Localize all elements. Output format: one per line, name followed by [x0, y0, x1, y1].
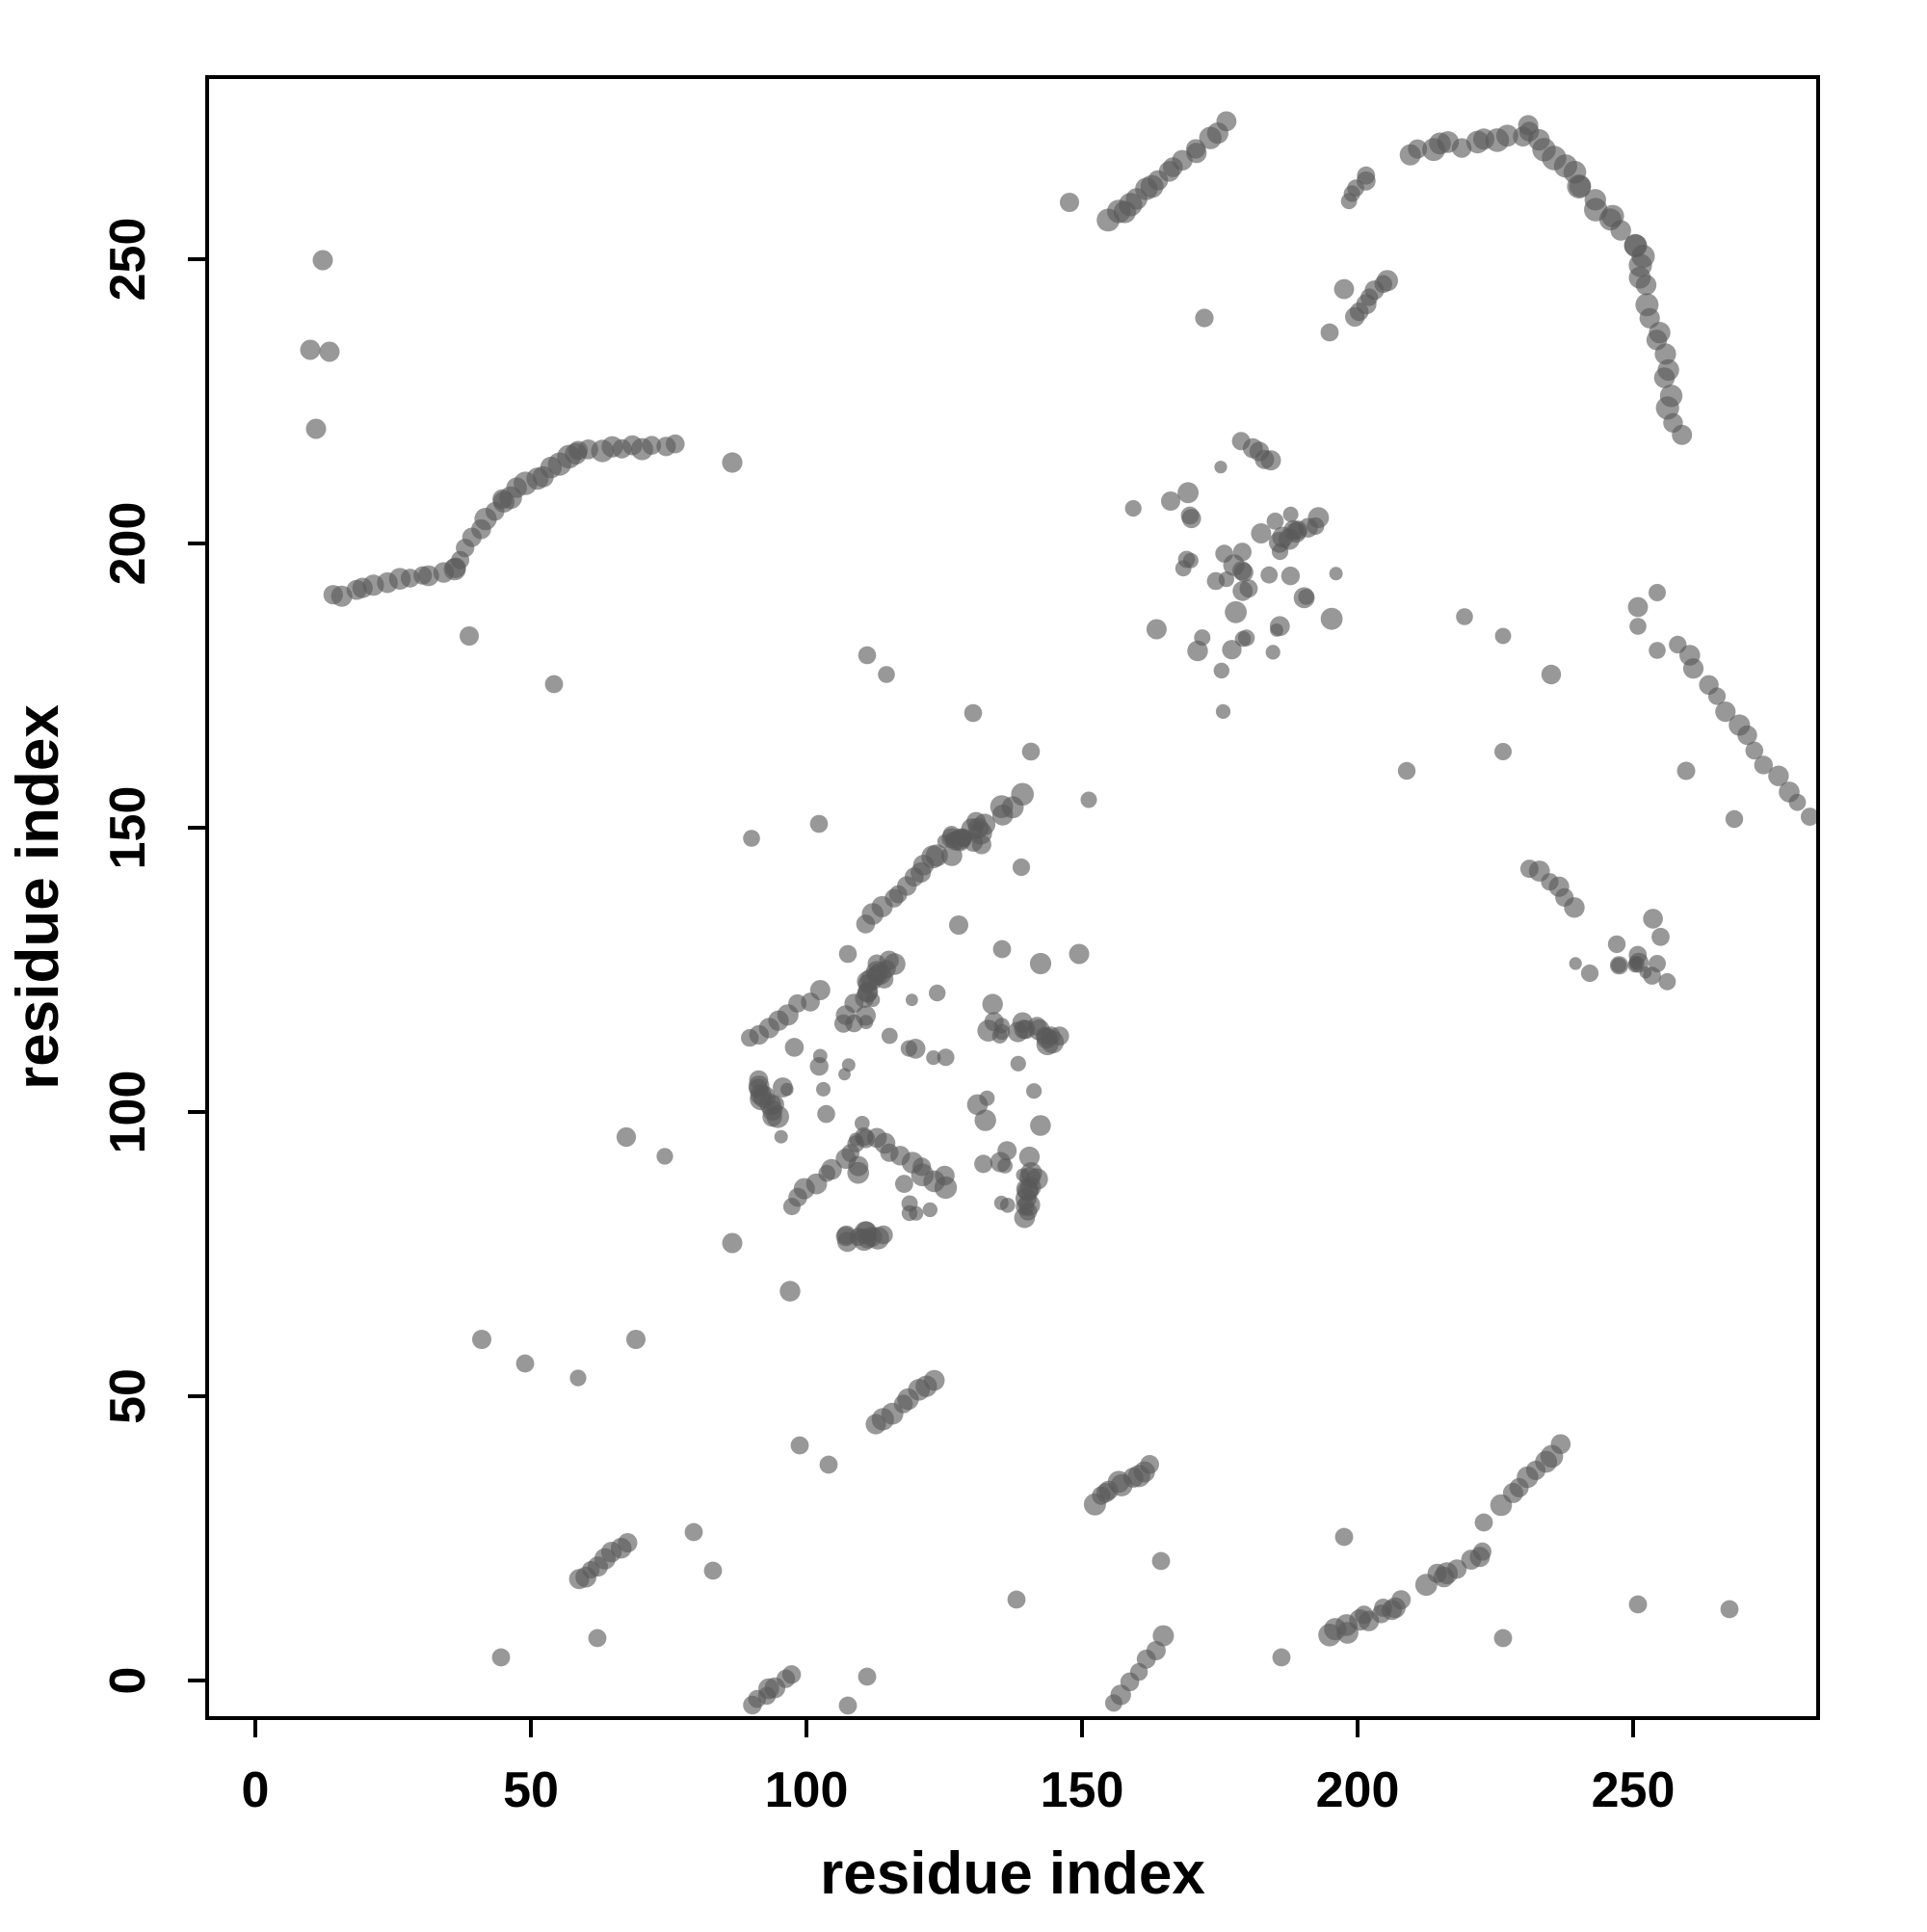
- svg-text:150: 150: [1041, 1762, 1124, 1818]
- svg-text:200: 200: [1316, 1762, 1400, 1818]
- svg-text:100: 100: [100, 1071, 156, 1154]
- svg-text:residue index: residue index: [820, 1840, 1205, 1907]
- svg-text:0: 0: [242, 1762, 270, 1818]
- svg-text:residue index: residue index: [5, 704, 71, 1090]
- svg-text:50: 50: [100, 1368, 156, 1424]
- svg-text:100: 100: [765, 1762, 849, 1818]
- svg-text:200: 200: [100, 502, 156, 586]
- svg-text:0: 0: [100, 1667, 156, 1695]
- svg-text:150: 150: [100, 786, 156, 870]
- svg-text:250: 250: [100, 218, 156, 302]
- svg-text:50: 50: [503, 1762, 559, 1818]
- svg-text:250: 250: [1592, 1762, 1676, 1818]
